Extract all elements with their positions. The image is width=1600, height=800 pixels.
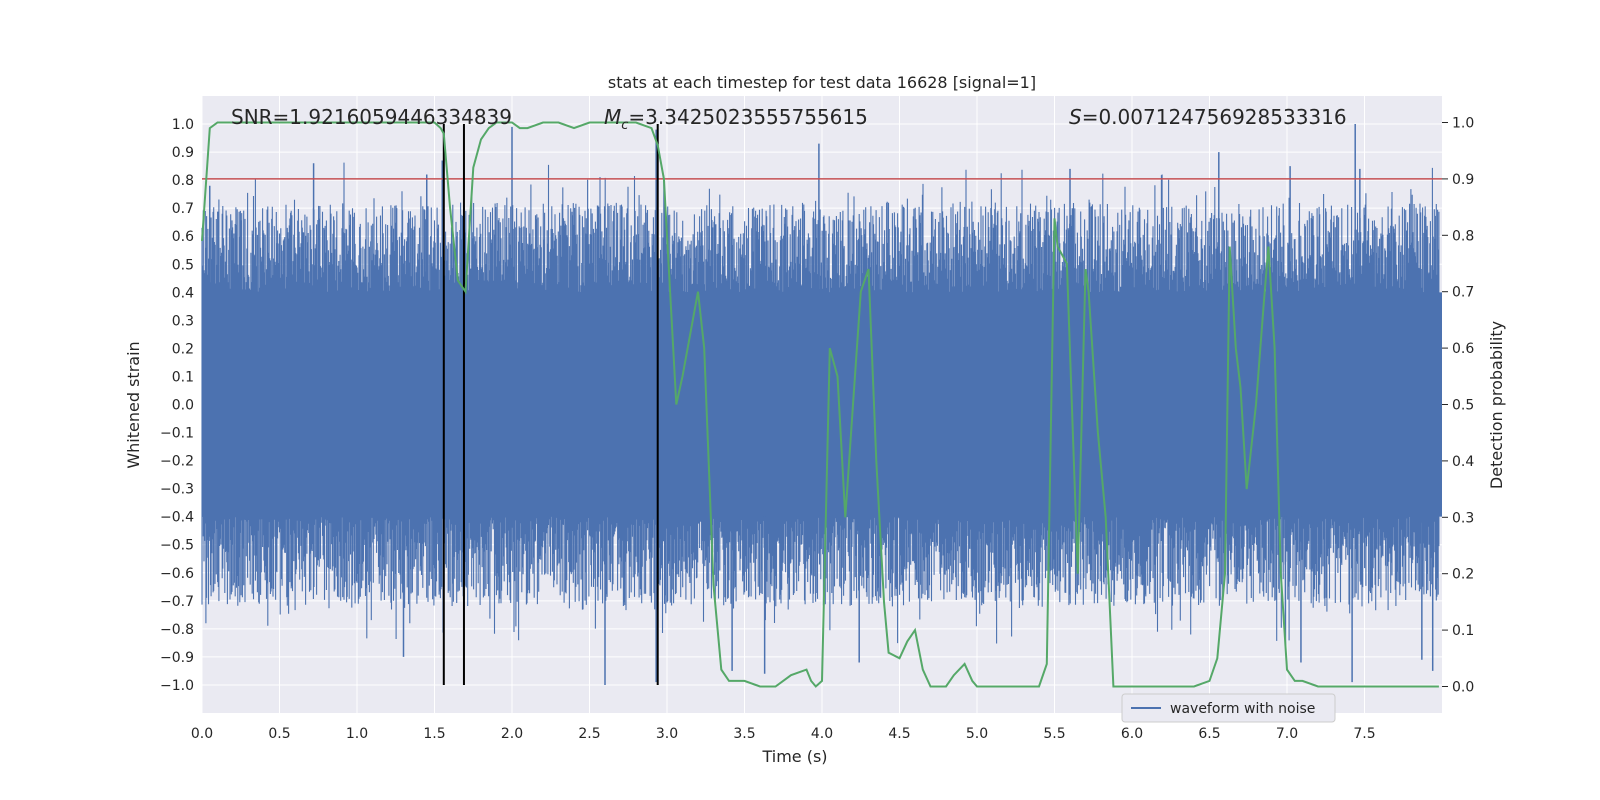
x-tick-label: 4.0 [811, 726, 833, 742]
x-tick-label: 6.5 [1198, 726, 1220, 742]
x-tick-label: 4.5 [888, 726, 910, 742]
y-tick-label: 0.2 [172, 341, 194, 357]
chart-title: stats at each timestep for test data 166… [608, 73, 1036, 92]
y2-tick-label: 0.6 [1452, 341, 1474, 357]
x-tick-label: 7.5 [1353, 726, 1375, 742]
probability-line [201, 121, 1439, 688]
annotation-snr: SNR=1.9216059446334839 [231, 105, 512, 129]
y-tick-label: −0.7 [160, 594, 194, 610]
y-tick-label: 0.8 [172, 173, 194, 189]
x-tick-label: 2.0 [501, 726, 523, 742]
y-tick-label: −0.4 [160, 510, 194, 526]
x-tick-label: 0.0 [191, 726, 213, 742]
y-tick-label: −0.8 [160, 622, 194, 638]
y-tick-label: −1.0 [160, 678, 194, 694]
y-tick-label: −0.3 [160, 482, 194, 498]
y-tick-label: 0.1 [172, 369, 194, 385]
x-tick-label: 0.5 [268, 726, 290, 742]
legend-box [1121, 693, 1336, 723]
annotation-statistic: S=0.007124756928533316 [1069, 105, 1347, 129]
y2-tick-label: 0.7 [1452, 285, 1474, 301]
y-axis-ticks: 1.0 0.9 0.8 0.7 0.6 0.5 0.4 0.3 0.2 0.1 0.0 −0.1 −0.… [160, 117, 194, 694]
y-tick-label: 0.4 [172, 285, 194, 301]
y-tick-label: 0.6 [172, 229, 194, 245]
y2-tick-label: 0.3 [1452, 510, 1474, 526]
x-tick-label: 6.0 [1121, 726, 1143, 742]
y-tick-label: 1.0 [172, 117, 194, 133]
x-tick-label: 5.0 [966, 726, 988, 742]
y2-axis-label: Detection probability [1487, 321, 1506, 489]
y2-tick-label: 0.0 [1452, 679, 1474, 695]
y-tick-label: −0.1 [160, 426, 194, 442]
probability-series [201, 121, 1439, 688]
y2-tick-label: 0.1 [1452, 623, 1474, 639]
x-tick-label: 1.0 [346, 726, 368, 742]
event-markers [442, 124, 659, 685]
x-tick-label: 3.0 [656, 726, 678, 742]
y-tick-label: −0.2 [160, 454, 194, 470]
x-tick-label: 3.5 [733, 726, 755, 742]
x-axis-ticks: 0.0 0.5 1.0 1.5 2.0 2.5 3.0 3.5 4.0 4.5 5.0 5.5 6.0 6… [191, 726, 1376, 742]
legend: waveform with noise [1121, 693, 1336, 723]
y-tick-label: −0.5 [160, 538, 194, 554]
y2-tick-label: 0.2 [1452, 567, 1474, 583]
y2-tick-label: 1.0 [1452, 116, 1474, 132]
y-tick-label: 0.3 [172, 313, 194, 329]
y-tick-label: −0.6 [160, 566, 194, 582]
y2-tick-label: 0.8 [1452, 228, 1474, 244]
y-tick-label: 0.9 [172, 145, 194, 161]
annotation-chirp-mass: Mc=3.3425023555755615 [604, 105, 868, 133]
y-tick-label: 0.7 [172, 201, 194, 217]
y-tick-label: 0.0 [172, 398, 194, 414]
y2-tick-label: 0.5 [1452, 398, 1474, 414]
y2-axis-ticks: 1.0 0.9 0.8 0.7 0.6 0.5 0.4 0.3 0.2 0.1 0.0 [1442, 116, 1474, 695]
y-tick-label: 0.5 [172, 257, 194, 273]
y-axis-label: Whitened strain [124, 341, 143, 468]
x-tick-label: 7.0 [1276, 726, 1298, 742]
x-tick-label: 5.5 [1043, 726, 1065, 742]
y2-tick-label: 0.4 [1452, 454, 1474, 470]
y-tick-label: −0.9 [160, 650, 194, 666]
x-tick-label: 2.5 [578, 726, 600, 742]
legend-label: waveform with noise [1170, 701, 1315, 717]
x-axis-label: Time (s) [761, 747, 827, 766]
x-tick-label: 1.5 [423, 726, 445, 742]
y2-tick-label: 0.9 [1452, 172, 1474, 188]
